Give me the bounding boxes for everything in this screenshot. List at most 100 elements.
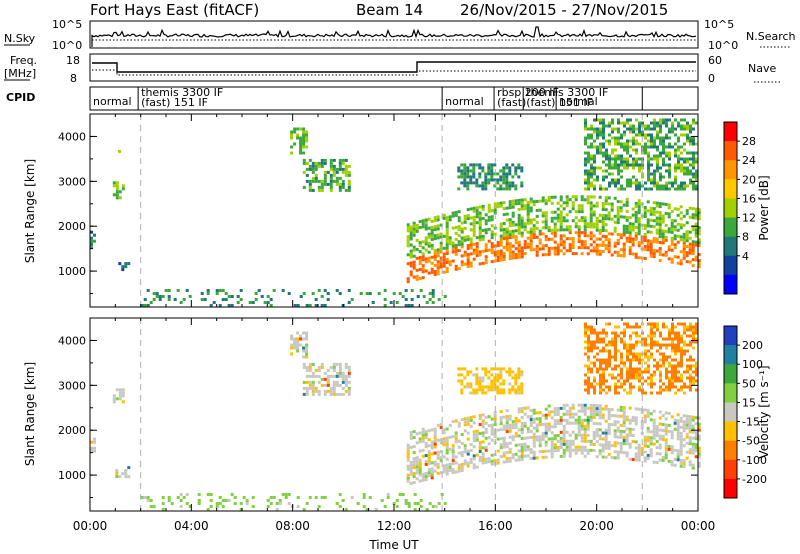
heatmap-cell <box>430 440 434 444</box>
heatmap-cell <box>305 346 309 350</box>
heatmap-cell <box>487 209 491 213</box>
heatmap-cell <box>568 415 572 419</box>
heatmap-cell <box>668 187 671 191</box>
heatmap-cell <box>659 136 662 140</box>
heatmap-cell <box>652 433 656 437</box>
heatmap-cell <box>622 424 626 428</box>
heatmap-cell <box>691 252 695 256</box>
heatmap-cell <box>620 385 623 389</box>
heatmap-cell <box>463 184 467 188</box>
heatmap-cell <box>656 157 659 161</box>
heatmap-cell <box>679 461 683 465</box>
heatmap-cell <box>671 358 674 362</box>
heatmap-cell <box>595 225 599 229</box>
heatmap-cell <box>601 205 605 208</box>
heatmap-cell <box>314 298 318 301</box>
heatmap-cell <box>583 219 587 223</box>
heatmap-cell <box>686 370 689 374</box>
heatmap-cell <box>338 292 342 295</box>
heatmap-cell <box>511 205 515 209</box>
heatmap-cell <box>553 449 557 453</box>
heatmap-cell <box>421 222 425 226</box>
heatmap-cell <box>602 154 605 158</box>
heatmap-cell <box>616 206 620 210</box>
heatmap-cell <box>607 440 611 444</box>
heatmap-cell <box>638 361 641 365</box>
heatmap-cell <box>439 471 443 475</box>
heatmap-cell <box>254 292 258 295</box>
heatmap-cell <box>538 444 542 448</box>
heatmap-cell <box>674 379 677 383</box>
heatmap-cell <box>478 214 482 218</box>
heatmap-cell <box>341 170 345 174</box>
heatmap-cell <box>659 379 662 383</box>
heatmap-cell <box>620 358 623 362</box>
heatmap-cell <box>502 258 506 261</box>
power-x-ticks <box>89 114 699 307</box>
heatmap-cell <box>577 415 581 419</box>
heatmap-cell <box>680 358 683 362</box>
heatmap-cell <box>602 130 605 134</box>
heatmap-cell <box>469 228 473 232</box>
heatmap-cell <box>490 373 494 377</box>
heatmap-cell <box>616 251 620 254</box>
heatmap-cell <box>674 175 677 179</box>
heatmap-cell <box>433 216 437 220</box>
heatmap-cell <box>520 370 524 374</box>
heatmap-cell <box>638 169 641 173</box>
heatmap-cell <box>599 187 602 191</box>
heatmap-cell <box>478 382 482 386</box>
heatmap-cell <box>185 493 189 496</box>
heatmap-cell <box>685 414 689 418</box>
heatmap-cell <box>629 337 632 341</box>
heatmap-cell <box>695 388 698 392</box>
heatmap-cell <box>592 240 596 244</box>
heatmap-cell <box>508 230 512 234</box>
heatmap-cell <box>623 148 626 152</box>
heatmap-cell <box>655 201 659 205</box>
heatmap-cell <box>478 211 482 215</box>
heatmap-cell <box>664 438 668 442</box>
heatmap-cell <box>511 426 515 430</box>
nave-trace <box>92 69 696 76</box>
heatmap-cell <box>445 246 449 250</box>
heatmap-cell <box>490 453 494 457</box>
heatmap-cell <box>529 451 533 454</box>
heatmap-cell <box>691 264 695 268</box>
heatmap-cell <box>683 169 686 173</box>
heatmap-cell <box>631 419 635 422</box>
heatmap-cell <box>431 301 435 304</box>
heatmap-cell <box>439 259 443 263</box>
heatmap-cell <box>338 176 342 180</box>
heatmap-cell <box>641 163 644 167</box>
freq-right-label: Nave <box>748 62 776 75</box>
heatmap-cell <box>647 334 650 338</box>
heatmap-cell <box>404 298 408 301</box>
heatmap-cell <box>424 454 428 457</box>
heatmap-cell <box>412 260 416 264</box>
heatmap-cell <box>607 232 611 236</box>
heatmap-cell <box>341 392 345 396</box>
heatmap-cell <box>445 442 449 446</box>
heatmap-cell <box>296 505 300 508</box>
heatmap-cell <box>278 502 282 505</box>
heatmap-cell <box>695 340 698 344</box>
heatmap-cell <box>632 166 635 170</box>
heatmap-cell <box>559 430 563 434</box>
heatmap-cell <box>617 373 620 377</box>
heatmap-cell <box>632 181 635 185</box>
heatmap-cell <box>553 228 557 232</box>
heatmap-cell <box>643 414 647 418</box>
heatmap-cell <box>599 388 602 392</box>
heatmap-cell <box>652 252 656 256</box>
heatmap-cell <box>637 455 641 459</box>
heatmap-cell <box>118 475 122 479</box>
heatmap-cell <box>305 331 309 335</box>
heatmap-cell <box>631 416 635 419</box>
heatmap-cell <box>478 220 482 224</box>
heatmap-cell <box>433 255 437 258</box>
heatmap-cell <box>487 457 491 461</box>
heatmap-cell <box>406 452 410 456</box>
heatmap-cell <box>665 124 668 128</box>
heatmap-cell <box>689 388 692 392</box>
